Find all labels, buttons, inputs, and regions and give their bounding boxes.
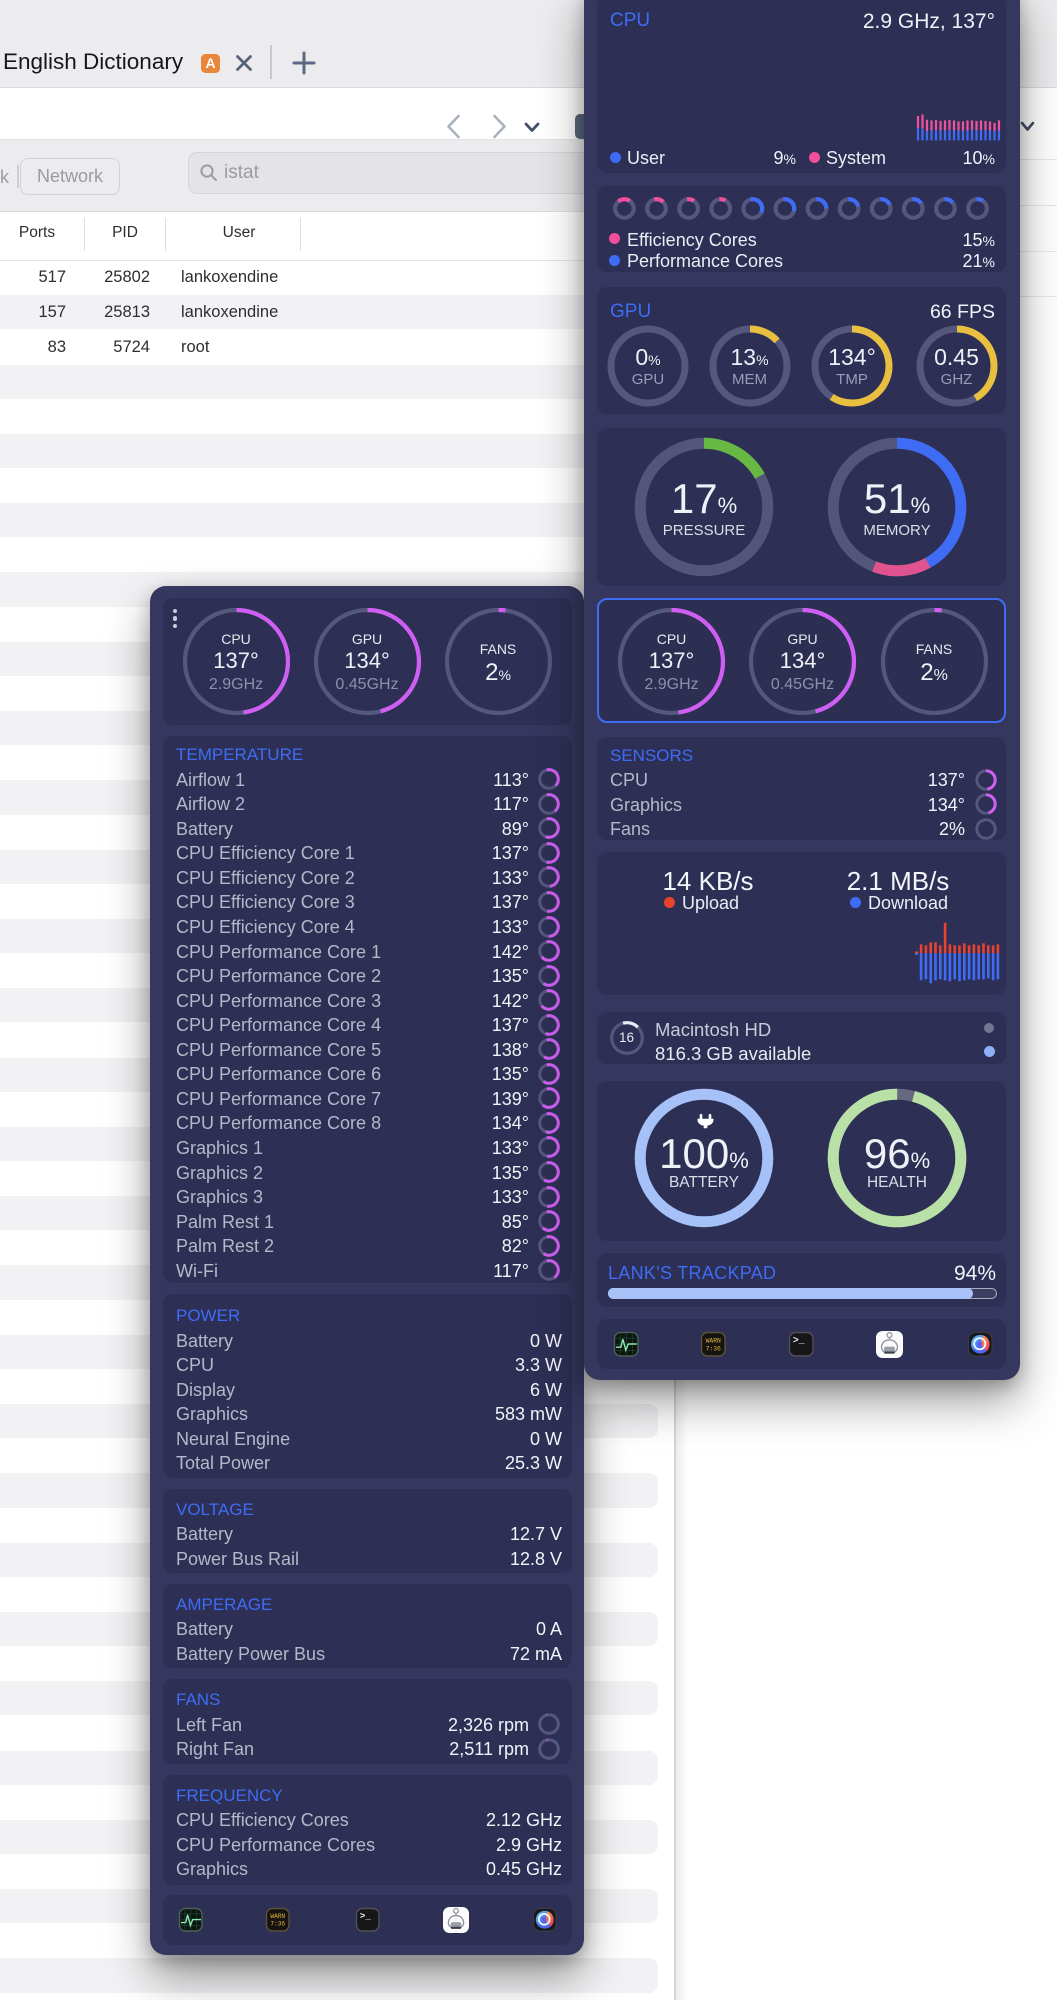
svg-text:7:36: 7:36 (705, 1346, 720, 1353)
svg-text:WARN: WARN (705, 1338, 720, 1345)
svg-text:7:36: 7:36 (271, 1921, 286, 1928)
svg-text:>_: >_ (360, 1911, 372, 1922)
svg-text:WARN: WARN (271, 1913, 286, 1920)
svg-text:>_: >_ (793, 1335, 805, 1346)
